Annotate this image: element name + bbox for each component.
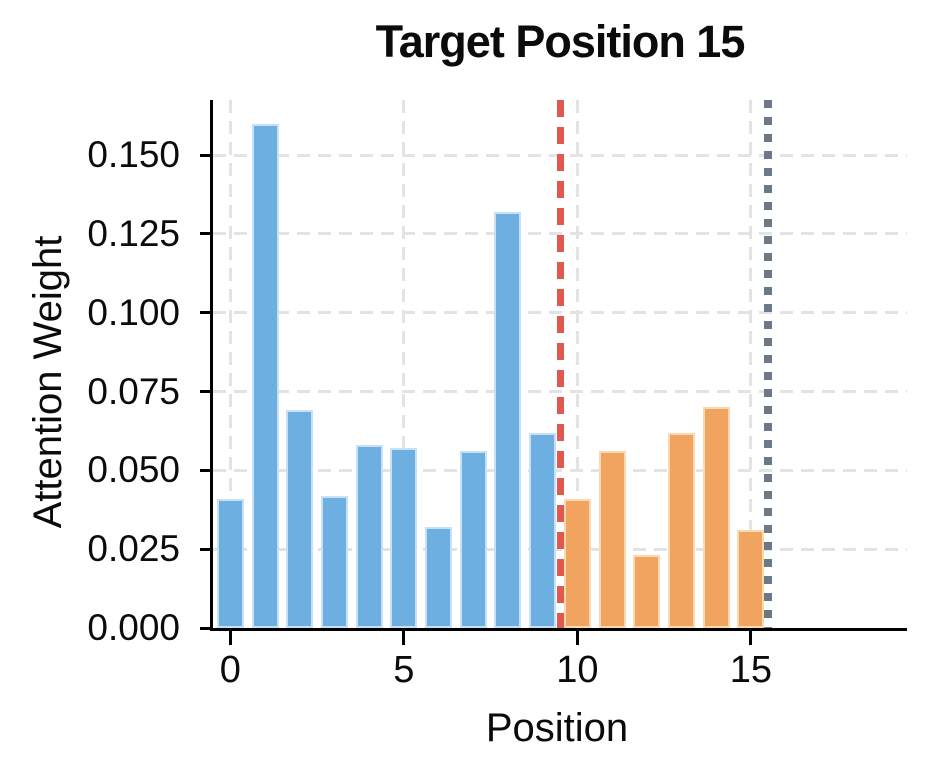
ref-line-boundary-line (556, 100, 564, 628)
bar-position-5 (390, 448, 418, 628)
bar-position-15 (737, 530, 765, 628)
x-tick-10 (575, 631, 579, 645)
y-tick-0.075 (200, 390, 210, 394)
bar-position-8 (494, 211, 522, 628)
y-tick-0.050 (200, 468, 210, 472)
gridline-x-10 (575, 100, 579, 628)
bar-position-14 (702, 407, 730, 628)
bar-position-12 (633, 555, 661, 628)
bar-position-1 (251, 123, 279, 628)
bar-position-10 (563, 498, 591, 628)
x-tick-label-5: 5 (393, 649, 415, 691)
y-tick-0.150 (200, 153, 210, 157)
gridline-x-5 (402, 100, 406, 628)
x-axis-spine (210, 628, 907, 631)
ref-line-target-position-line (764, 100, 773, 628)
y-tick-label-0.075: 0.075 (87, 370, 180, 412)
y-tick-0.125 (200, 232, 210, 236)
bar-position-9 (529, 432, 557, 628)
y-tick-0.100 (200, 311, 210, 315)
bar-position-2 (286, 410, 314, 628)
y-tick-label-0.125: 0.125 (87, 212, 180, 254)
x-axis-label: Position (485, 706, 629, 750)
bar-position-3 (320, 495, 348, 628)
y-tick-label-0.050: 0.050 (87, 449, 180, 491)
chart-title: Target Position 15 (375, 16, 746, 67)
x-tick-label-15: 15 (729, 649, 772, 691)
y-tick-label-0.025: 0.025 (87, 528, 180, 570)
y-tick-0.000 (200, 626, 210, 630)
y-tick-label-0.150: 0.150 (87, 134, 180, 176)
y-tick-0.025 (200, 547, 210, 551)
bar-position-4 (355, 445, 383, 628)
gridline-x-0 (228, 100, 232, 628)
bar-position-11 (598, 451, 626, 628)
x-tick-0 (228, 631, 232, 645)
x-tick-15 (749, 631, 753, 645)
x-tick-5 (402, 631, 406, 645)
y-tick-label-0.100: 0.100 (87, 291, 180, 333)
bar-position-6 (425, 527, 453, 628)
y-tick-label-0.000: 0.000 (87, 607, 180, 648)
plot-area (200, 100, 907, 645)
bar-position-0 (216, 498, 244, 628)
x-tick-label-10: 10 (556, 649, 599, 691)
bar-position-7 (459, 451, 487, 628)
x-tick-label-0: 0 (219, 649, 241, 691)
gridline-x-15 (749, 100, 753, 628)
y-axis-spine (210, 100, 213, 631)
bar-position-13 (667, 432, 695, 628)
